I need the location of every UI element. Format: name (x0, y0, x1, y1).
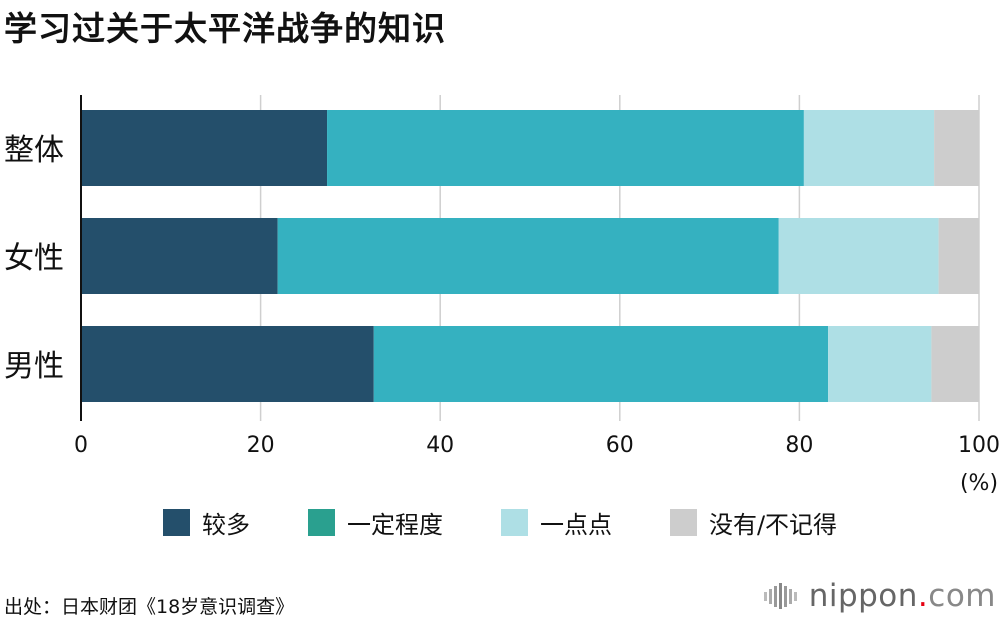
legend-item: 没有/不记得 (669, 505, 838, 540)
legend-label: 较多 (201, 510, 250, 539)
x-tick-label: 20 (247, 433, 275, 458)
x-tick-labels: 0 20 40 60 80 100 (74, 433, 1000, 458)
bar-segment (938, 218, 979, 294)
x-tick-label: 40 (426, 433, 454, 458)
legend-item: 较多 (162, 505, 250, 540)
category-label: 女性 (4, 241, 64, 276)
x-tick-label: 60 (606, 433, 634, 458)
bar-segment (81, 218, 278, 294)
x-tick-label: 0 (74, 433, 88, 458)
bar-segment (803, 110, 935, 186)
bar-segment (81, 110, 328, 186)
logo-name: nippon (808, 578, 918, 614)
logo-dot: . (917, 578, 929, 614)
category-label: 整体 (4, 133, 64, 168)
nippon-logo-mark-icon (763, 583, 797, 609)
legend-label: 没有/不记得 (708, 510, 838, 539)
x-tick-label: 80 (785, 433, 813, 458)
nippon-logo-text: nippon.com (809, 578, 996, 614)
x-unit-label: (%) (960, 471, 998, 496)
bars (81, 110, 979, 402)
nippon-logo[interactable]: nippon.com (763, 578, 996, 614)
chart-title: 学习过关于太平洋战争的知识 (4, 9, 446, 48)
bar-segment (778, 218, 939, 294)
legend-swatch (162, 508, 190, 536)
legend-item: 一点点 (500, 505, 612, 540)
legend-swatch (669, 508, 697, 536)
x-tick-label: 100 (958, 433, 1000, 458)
bar-segment (81, 326, 374, 402)
bar-segment (373, 326, 829, 402)
bar-segment (828, 326, 932, 402)
legend-label: 一点点 (539, 510, 612, 539)
bar-segment (277, 218, 779, 294)
legend-item: 一定程度 (307, 505, 443, 540)
category-label: 男性 (4, 349, 64, 384)
logo-tld: com (928, 578, 996, 614)
bar-segment (934, 110, 979, 186)
legend-swatch (307, 508, 335, 536)
bar-segment (327, 110, 804, 186)
source-note: 出处：日本财团《18岁意识调查》 (4, 596, 295, 618)
legend: 较多 一定程度 一点点 没有/不记得 (0, 502, 1000, 542)
legend-label: 一定程度 (346, 510, 443, 539)
legend-swatch (500, 508, 528, 536)
bar-segment (931, 326, 979, 402)
